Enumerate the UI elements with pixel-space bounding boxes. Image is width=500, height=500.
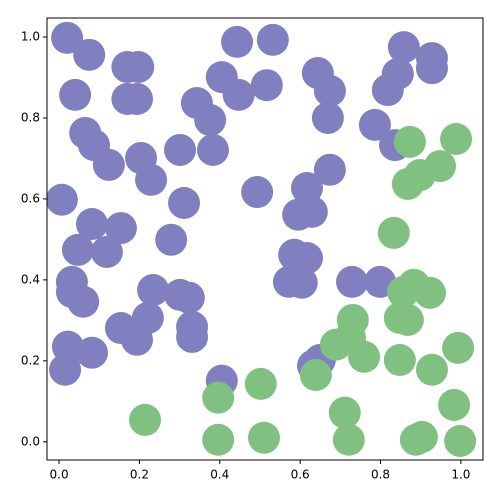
point: [90, 235, 123, 268]
point: [196, 133, 229, 166]
x-tick-label: 1.0: [451, 468, 470, 482]
point: [61, 233, 94, 266]
point: [51, 21, 84, 54]
point: [73, 38, 106, 71]
y-tick-label: 1.0: [21, 30, 40, 44]
point: [256, 23, 289, 56]
point: [415, 353, 448, 386]
point: [290, 172, 323, 204]
point: [247, 421, 280, 454]
point: [387, 276, 420, 309]
point: [47, 183, 78, 216]
point: [348, 340, 381, 373]
point: [241, 176, 274, 209]
point: [176, 320, 209, 353]
point: [285, 266, 318, 299]
point: [76, 208, 109, 241]
point: [391, 167, 424, 200]
point: [415, 52, 448, 85]
point: [59, 78, 92, 111]
point: [155, 223, 188, 256]
axes-frame: [46, 17, 484, 461]
point: [172, 281, 205, 314]
point: [244, 367, 277, 400]
point: [121, 323, 154, 356]
point: [221, 25, 254, 58]
point: [393, 125, 426, 158]
y-tick-label: 0.2: [21, 353, 40, 367]
point: [335, 265, 368, 298]
point: [49, 353, 82, 386]
point: [413, 276, 446, 309]
point: [164, 133, 197, 166]
point: [121, 82, 154, 115]
point: [122, 50, 155, 83]
point: [440, 123, 473, 156]
point: [383, 344, 416, 377]
point: [67, 285, 100, 318]
point: [438, 388, 471, 421]
point: [168, 186, 201, 219]
point: [290, 242, 323, 275]
point: [129, 403, 162, 436]
x-tick-label: 0.8: [371, 468, 390, 482]
point: [92, 148, 125, 181]
point: [202, 381, 235, 414]
point: [222, 78, 255, 111]
point: [202, 423, 235, 456]
point: [332, 423, 365, 456]
point: [137, 274, 170, 306]
x-tick-label: 0.6: [291, 468, 310, 482]
y-tick-label: 0.0: [21, 434, 40, 448]
point: [313, 153, 346, 186]
point: [135, 163, 168, 196]
y-tick-label: 0.4: [21, 272, 40, 286]
x-tick-label: 0.2: [130, 468, 149, 482]
point: [313, 74, 346, 107]
point: [295, 195, 328, 228]
point: [377, 216, 410, 249]
point: [444, 424, 477, 457]
point: [250, 69, 283, 102]
point: [442, 331, 475, 364]
point: [104, 212, 137, 245]
x-tick-label: 0.0: [50, 468, 69, 482]
point: [387, 31, 420, 64]
point: [328, 396, 361, 429]
point: [358, 108, 391, 141]
point: [405, 420, 438, 453]
point: [371, 74, 404, 107]
y-tick-label: 0.8: [21, 110, 40, 124]
y-tick-label: 0.6: [21, 191, 40, 205]
x-tick-label: 0.4: [210, 468, 229, 482]
point: [194, 104, 227, 136]
point: [311, 101, 344, 134]
point: [299, 359, 332, 391]
plot-area: [47, 21, 477, 457]
point: [391, 303, 424, 336]
point: [76, 336, 109, 369]
